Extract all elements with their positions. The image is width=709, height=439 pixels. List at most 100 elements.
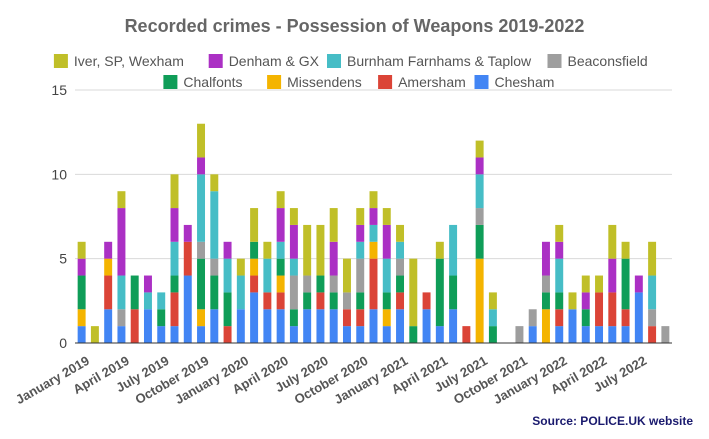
bar-segment	[449, 224, 458, 276]
bar-segment	[210, 191, 219, 259]
bar-segment	[581, 309, 590, 327]
bar-segment	[475, 224, 484, 259]
bar-segment	[555, 292, 564, 310]
bar-segment	[250, 292, 259, 343]
bar-segment	[435, 258, 444, 327]
bar-segment	[223, 326, 232, 343]
bars	[77, 123, 670, 343]
legend-label: Denham & GX	[229, 53, 320, 69]
bar-segment	[555, 309, 564, 327]
bar-segment	[409, 326, 418, 343]
bar-segment	[555, 258, 564, 293]
bar-segment	[475, 174, 484, 209]
bar-segment	[183, 275, 192, 343]
bar-segment	[263, 241, 272, 259]
y-axis-ticks: 0 5 10 15	[51, 82, 67, 351]
bar-segment	[568, 309, 577, 343]
legend-label: Amersham	[398, 74, 466, 90]
bar-segment	[170, 241, 179, 276]
bar-segment	[236, 275, 245, 310]
bar-segment	[329, 208, 338, 242]
bar-segment	[170, 326, 179, 343]
bar-segment	[621, 241, 630, 259]
bar-segment	[382, 292, 391, 310]
bar-segment	[648, 326, 657, 343]
bar-segment	[183, 224, 192, 242]
bar-segment	[342, 309, 351, 327]
bar-segment	[488, 309, 497, 327]
bar-segment	[236, 309, 245, 343]
bar-segment	[648, 275, 657, 310]
bar-segment	[621, 309, 630, 327]
bar-segment	[316, 309, 325, 343]
bar-segment	[130, 275, 139, 310]
legend-label: Chesham	[495, 74, 555, 90]
bar-segment	[289, 309, 298, 327]
bar-segment	[210, 309, 219, 343]
bar-segment	[369, 224, 378, 242]
bar-segment	[250, 241, 259, 259]
bar-segment	[210, 275, 219, 310]
bar-segment	[170, 292, 179, 327]
bar-segment	[210, 258, 219, 276]
bar-segment	[369, 191, 378, 209]
bar-segment	[170, 174, 179, 209]
bar-segment	[409, 258, 418, 327]
bar-segment	[369, 208, 378, 225]
bar-segment	[276, 208, 285, 242]
bar-segment	[435, 326, 444, 343]
bar-segment	[356, 309, 365, 327]
bar-segment	[382, 224, 391, 259]
bar-segment	[197, 123, 206, 158]
bar-segment	[475, 208, 484, 225]
y-tick-label: 10	[51, 166, 67, 182]
bar-segment	[197, 309, 206, 327]
bar-segment	[555, 326, 564, 343]
y-tick-label: 5	[59, 251, 67, 267]
bar-segment	[197, 258, 206, 310]
bar-segment	[608, 326, 617, 343]
bar-segment	[77, 275, 86, 310]
bar-segment	[117, 309, 126, 327]
bar-segment	[104, 258, 113, 276]
bar-segment	[170, 275, 179, 293]
bar-segment	[117, 208, 126, 276]
bar-segment	[329, 275, 338, 293]
bar-segment	[422, 292, 431, 310]
bar-segment	[382, 326, 391, 343]
bar-segment	[276, 292, 285, 310]
legend-label: Missendens	[287, 74, 362, 90]
bar-segment	[595, 326, 604, 343]
bar-segment	[475, 140, 484, 158]
bar-segment	[157, 326, 166, 343]
y-tick-label: 15	[51, 82, 67, 98]
legend: Iver, SP, Wexham Denham & GX Burnham Farnh…	[53, 53, 648, 90]
bar-segment	[117, 326, 126, 343]
bar-segment	[541, 292, 550, 310]
bar-segment	[621, 258, 630, 310]
bar-segment	[621, 326, 630, 343]
bar-segment	[329, 309, 338, 343]
bar-segment	[223, 292, 232, 327]
bar-segment	[197, 241, 206, 259]
legend-swatch	[474, 75, 489, 89]
legend-swatch	[327, 54, 341, 68]
bar-segment	[143, 292, 152, 310]
bar-segment	[369, 241, 378, 259]
bar-segment	[541, 275, 550, 293]
bar-segment	[568, 292, 577, 310]
bar-segment	[396, 275, 405, 293]
bar-segment	[356, 241, 365, 259]
bar-segment	[528, 309, 537, 327]
bar-segment	[382, 258, 391, 293]
bar-segment	[250, 258, 259, 276]
source-note: Source: POLICE.UK website	[532, 414, 693, 428]
bar-segment	[104, 275, 113, 310]
bar-segment	[382, 309, 391, 327]
bar-segment	[595, 275, 604, 293]
legend-label: Chalfonts	[183, 74, 242, 90]
bar-segment	[396, 309, 405, 343]
bar-segment	[608, 224, 617, 259]
bar-segment	[289, 258, 298, 276]
